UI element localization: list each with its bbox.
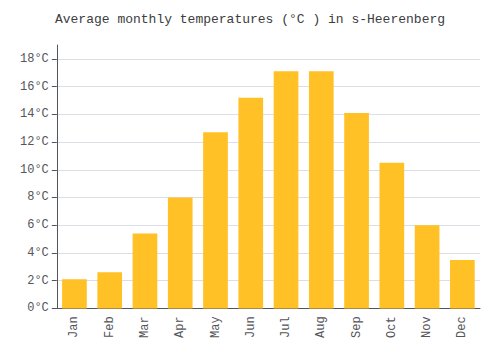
svg-text:Average monthly temperatures (: Average monthly temperatures (°C ) in s-… bbox=[55, 12, 445, 27]
svg-text:Apr: Apr bbox=[173, 316, 187, 338]
svg-text:0°C: 0°C bbox=[27, 301, 49, 315]
svg-text:Aug: Aug bbox=[314, 316, 328, 338]
svg-text:Mar: Mar bbox=[138, 316, 152, 338]
svg-text:4°C: 4°C bbox=[27, 246, 49, 260]
svg-text:Nov: Nov bbox=[420, 316, 434, 338]
svg-text:Feb: Feb bbox=[103, 316, 117, 338]
svg-text:18°C: 18°C bbox=[20, 52, 49, 66]
svg-text:Dec: Dec bbox=[455, 316, 469, 338]
svg-text:Oct: Oct bbox=[385, 316, 399, 338]
svg-text:May: May bbox=[209, 316, 223, 338]
svg-text:6°C: 6°C bbox=[27, 218, 49, 232]
svg-text:Jul: Jul bbox=[279, 316, 293, 338]
svg-text:12°C: 12°C bbox=[20, 135, 49, 149]
svg-text:10°C: 10°C bbox=[20, 163, 49, 177]
svg-text:16°C: 16°C bbox=[20, 80, 49, 94]
svg-text:2°C: 2°C bbox=[27, 274, 49, 288]
svg-text:8°C: 8°C bbox=[27, 190, 49, 204]
svg-text:14°C: 14°C bbox=[20, 107, 49, 121]
svg-text:Jan: Jan bbox=[67, 316, 81, 338]
svg-text:Jun: Jun bbox=[244, 316, 258, 338]
svg-text:Sep: Sep bbox=[350, 316, 364, 338]
